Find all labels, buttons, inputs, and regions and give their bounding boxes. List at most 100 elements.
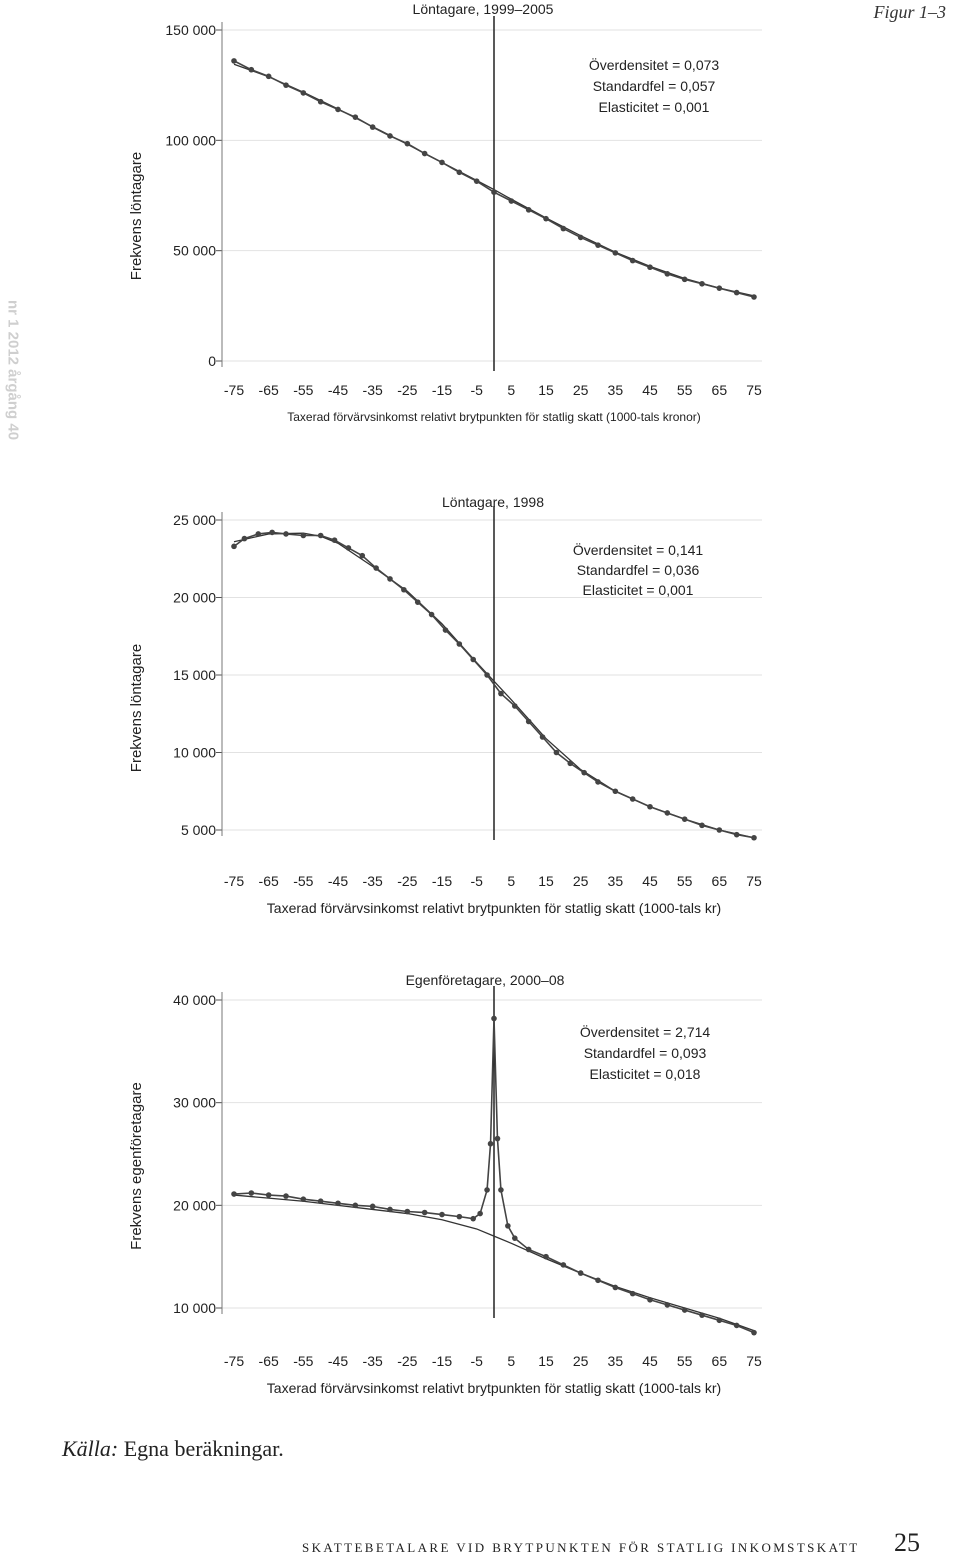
data-point xyxy=(387,576,393,582)
x-tick-label: 5 xyxy=(507,382,515,398)
data-point xyxy=(345,545,352,551)
x-tick-label: -5 xyxy=(470,873,483,889)
data-point xyxy=(283,531,289,537)
data-point xyxy=(369,1203,376,1210)
data-point xyxy=(414,599,421,605)
data-point xyxy=(498,1187,504,1193)
data-point xyxy=(629,796,636,802)
data-point xyxy=(470,656,477,663)
data-point xyxy=(317,1198,324,1205)
data-point xyxy=(595,779,601,785)
x-tick-label: 75 xyxy=(746,1353,762,1369)
data-point xyxy=(733,831,740,838)
x-tick-label: -35 xyxy=(363,873,383,889)
data-point xyxy=(401,586,407,593)
data-point xyxy=(539,734,546,740)
data-point xyxy=(505,1223,511,1229)
data-point xyxy=(664,1302,671,1308)
x-tick-label: -35 xyxy=(363,1353,383,1369)
x-tick-label: 25 xyxy=(573,1353,589,1369)
x-tick-label: 75 xyxy=(746,382,762,398)
data-point xyxy=(404,1208,411,1215)
data-point xyxy=(751,294,757,300)
y-tick-label: 10 000 xyxy=(173,745,216,761)
data-point xyxy=(491,1015,497,1022)
data-point xyxy=(699,822,705,829)
data-point xyxy=(317,98,324,105)
x-tick-label: -15 xyxy=(432,1353,452,1369)
data-point xyxy=(331,537,338,543)
x-tick-label: -55 xyxy=(293,873,313,889)
x-tick-label: 35 xyxy=(608,382,624,398)
x-tick-label: 5 xyxy=(507,1353,515,1369)
data-point xyxy=(751,1329,757,1336)
data-point xyxy=(248,66,255,73)
data-point xyxy=(716,285,723,291)
source-note: Källa: Egna beräkningar. xyxy=(62,1436,284,1462)
page-number: 25 xyxy=(894,1528,920,1557)
x-axis-label: Taxerad förvärvsinkomst relativt brytpun… xyxy=(287,410,701,424)
x-tick-label: 45 xyxy=(642,873,658,889)
data-point xyxy=(512,703,518,709)
data-point xyxy=(231,543,237,550)
data-point xyxy=(255,531,262,537)
chart-panel-1: Löntagare, 1999–2005 0 50 000 100 000 150 00… xyxy=(128,1,762,424)
data-point xyxy=(543,1253,549,1260)
data-point xyxy=(629,1290,636,1297)
data-point xyxy=(567,760,574,767)
data-point xyxy=(241,535,248,542)
data-point xyxy=(629,257,636,264)
x-tick-label: 35 xyxy=(608,873,624,889)
data-point xyxy=(484,672,490,678)
x-tick-label: -75 xyxy=(224,382,244,398)
data-point xyxy=(387,133,393,139)
data-point xyxy=(577,1270,584,1276)
data-point xyxy=(699,280,705,287)
y-tick-label: 50 000 xyxy=(173,243,216,259)
data-point xyxy=(525,718,532,725)
data-point xyxy=(664,810,671,816)
data-point xyxy=(525,207,532,213)
data-point xyxy=(581,769,587,776)
data-point xyxy=(352,114,359,120)
data-point xyxy=(248,1190,255,1196)
data-point xyxy=(498,690,504,697)
chart-title: Egenföretagare, 2000–08 xyxy=(406,972,565,988)
data-point xyxy=(508,198,515,204)
data-point xyxy=(477,1210,483,1217)
data-point xyxy=(560,225,567,232)
x-tick-label: -25 xyxy=(397,1353,417,1369)
data-point xyxy=(681,816,688,822)
data-point xyxy=(733,1322,740,1329)
data-point xyxy=(716,827,723,833)
data-point xyxy=(470,1215,477,1222)
x-tick-label: -55 xyxy=(293,382,313,398)
data-point xyxy=(317,532,324,539)
data-point xyxy=(265,1192,272,1198)
data-point xyxy=(595,1277,601,1284)
data-point xyxy=(421,1209,428,1216)
data-point xyxy=(512,1235,518,1241)
data-point xyxy=(487,1140,494,1147)
data-point xyxy=(439,159,445,166)
data-point xyxy=(269,529,275,536)
stat-annotation: Elasticitet = 0,001 xyxy=(599,99,710,115)
chart-title: Löntagare, 1998 xyxy=(442,494,544,510)
data-point xyxy=(283,82,289,88)
data-point xyxy=(647,803,653,810)
data-point xyxy=(494,1135,501,1142)
data-point xyxy=(612,250,619,256)
data-point xyxy=(681,1307,688,1313)
data-point xyxy=(647,1296,653,1303)
x-tick-label: 15 xyxy=(538,382,554,398)
data-point xyxy=(335,1200,341,1207)
y-tick-label: 5 000 xyxy=(181,822,216,838)
data-point xyxy=(387,1206,393,1213)
x-tick-label: 25 xyxy=(573,873,589,889)
data-point xyxy=(733,289,740,296)
data-point xyxy=(716,1317,723,1324)
fit-curve xyxy=(233,1194,755,1332)
data-point xyxy=(300,532,307,539)
data-point xyxy=(359,552,366,559)
